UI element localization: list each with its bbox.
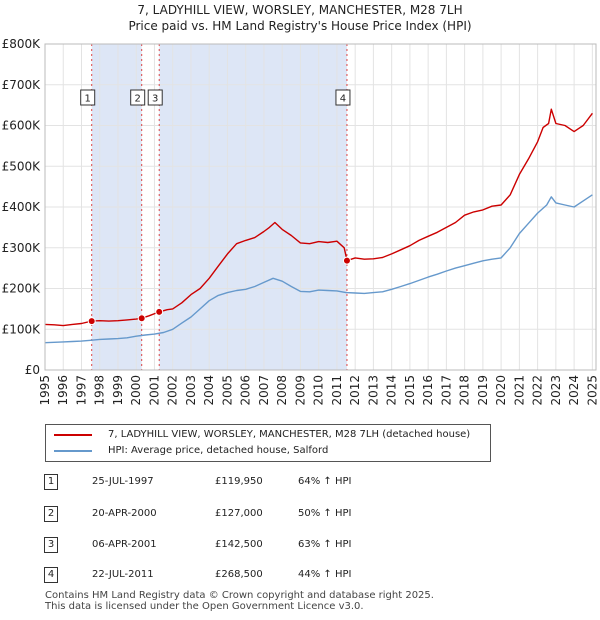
- sale-marker-label: 2: [135, 94, 141, 105]
- sale-point: [87, 317, 96, 326]
- sale-price: £142,500: [215, 539, 263, 550]
- x-tick-label: 2003: [184, 375, 198, 406]
- x-tick-label: 2013: [366, 375, 380, 406]
- sale-hpi-change: 50% ↑ HPI: [298, 508, 352, 519]
- x-tick-label: 1999: [111, 375, 125, 406]
- x-tick-label: 1997: [74, 375, 88, 406]
- sale-marker-label: 3: [152, 94, 158, 105]
- y-tick-label: £800K: [2, 37, 42, 51]
- sale-date: 22-JUL-2011: [92, 569, 154, 580]
- x-tick-label: 2002: [166, 375, 180, 406]
- sale-price: £268,500: [215, 569, 263, 580]
- x-tick-label: 2001: [147, 375, 161, 406]
- x-tick-label: 2014: [385, 375, 399, 406]
- x-tick-label: 1995: [38, 375, 52, 406]
- y-tick-label: £700K: [2, 78, 42, 92]
- x-tick-label: 1998: [93, 375, 107, 406]
- sale-number-box: 4: [44, 567, 58, 583]
- x-tick-label: 2007: [257, 375, 271, 406]
- footer: Contains HM Land Registry data © Crown c…: [45, 590, 434, 612]
- x-tick-label: 2023: [549, 375, 563, 406]
- x-tick-label: 2011: [330, 375, 344, 406]
- sale-row: 2 20-APR-2000 £127,000 50% ↑ HPI: [0, 506, 600, 522]
- sale-marker-box: [335, 89, 351, 106]
- x-tick-label: 2016: [421, 375, 435, 406]
- price-chart: £0 £100K £200K £300K £400K £500K £600K £700K £80…: [2, 37, 600, 406]
- y-tick-label: £500K: [2, 159, 42, 173]
- sale-point: [155, 307, 164, 316]
- y-tick-label: £0: [25, 363, 40, 377]
- x-tick-label: 2020: [494, 375, 508, 406]
- chart-subtitle: Price paid vs. HM Land Registry's House …: [128, 19, 472, 33]
- legend-label-property: 7, LADYHILL VIEW, WORSLEY, MANCHESTER, M…: [108, 429, 471, 440]
- x-tick-label: 2019: [476, 375, 490, 406]
- sale-price: £127,000: [215, 508, 263, 519]
- sale-marker-label: 4: [340, 94, 346, 105]
- footer-copyright: Contains HM Land Registry data © Crown c…: [45, 590, 434, 601]
- plot-border: [44, 43, 597, 371]
- sale-row: 4 22-JUL-2011 £268,500 44% ↑ HPI: [0, 567, 600, 583]
- sale-marker-box: [130, 89, 146, 106]
- y-tick-label: £300K: [2, 241, 42, 255]
- sale-date: 06-APR-2001: [92, 539, 157, 550]
- sale-point: [342, 256, 351, 265]
- x-tick-label: 2017: [439, 375, 453, 406]
- sale-number-box: 1: [44, 474, 58, 490]
- footer-license: This data is licensed under the Open Gov…: [45, 601, 364, 612]
- x-tick-label: 1996: [56, 375, 70, 406]
- sale-marker-box: [80, 89, 96, 106]
- sale-point: [137, 314, 146, 323]
- x-tick-label: 2006: [239, 375, 253, 406]
- sale-number-box: 2: [44, 506, 58, 522]
- sale-marker-box: [147, 89, 163, 106]
- x-tick-label: 2008: [275, 375, 289, 406]
- sale-date: 20-APR-2000: [92, 508, 157, 519]
- y-tick-label: £200K: [2, 282, 42, 296]
- x-tick-label: 2009: [293, 375, 307, 406]
- legend: 7, LADYHILL VIEW, WORSLEY, MANCHESTER, M…: [45, 424, 491, 462]
- legend-swatch-hpi: [54, 450, 92, 452]
- x-tick-label: 2005: [220, 375, 234, 406]
- sale-price: £119,950: [215, 476, 263, 487]
- legend-swatch-property: [54, 434, 92, 436]
- x-tick-label: 2010: [312, 375, 326, 406]
- sale-marker-label: 1: [85, 94, 91, 105]
- sale-number-box: 3: [44, 537, 58, 553]
- sale-hpi-change: 44% ↑ HPI: [298, 569, 352, 580]
- x-tick-label: 2021: [512, 375, 526, 406]
- sale-row: 3 06-APR-2001 £142,500 63% ↑ HPI: [0, 537, 600, 553]
- x-tick-label: 2015: [403, 375, 417, 406]
- sale-row: 1 25-JUL-1997 £119,950 64% ↑ HPI: [0, 474, 600, 490]
- y-tick-label: £100K: [2, 322, 42, 336]
- series-line-hpi: [44, 194, 593, 344]
- y-tick-label: £600K: [2, 119, 42, 133]
- x-tick-label: 2004: [202, 375, 216, 406]
- y-tick-label: £400K: [2, 200, 42, 214]
- sale-date: 25-JUL-1997: [92, 476, 154, 487]
- sale-hpi-change: 63% ↑ HPI: [298, 539, 352, 550]
- x-tick-label: 2000: [129, 375, 143, 406]
- x-tick-label: 2025: [585, 375, 599, 406]
- x-tick-label: 2024: [567, 375, 581, 406]
- chart-title: 7, LADYHILL VIEW, WORSLEY, MANCHESTER, M…: [137, 3, 463, 17]
- legend-label-hpi: HPI: Average price, detached house, Salf…: [108, 445, 329, 456]
- x-tick-label: 2018: [458, 375, 472, 406]
- x-tick-label: 2022: [531, 375, 545, 406]
- x-tick-label: 2012: [348, 375, 362, 406]
- sale-hpi-change: 64% ↑ HPI: [298, 476, 352, 487]
